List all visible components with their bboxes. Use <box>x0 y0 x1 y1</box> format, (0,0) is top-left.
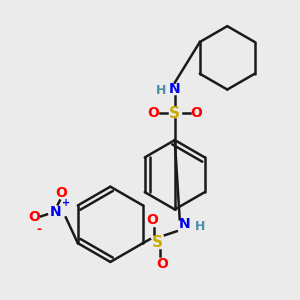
Text: S: S <box>152 235 162 250</box>
Text: +: + <box>62 197 70 208</box>
Text: O: O <box>190 106 202 120</box>
Text: S: S <box>169 106 180 121</box>
Text: H: H <box>156 84 166 97</box>
Text: O: O <box>146 213 158 227</box>
Text: N: N <box>169 82 181 96</box>
Text: N: N <box>50 206 62 219</box>
Text: O: O <box>156 257 168 271</box>
Text: N: N <box>179 217 190 231</box>
Text: H: H <box>195 220 206 233</box>
Text: O: O <box>28 210 40 224</box>
Text: -: - <box>37 223 42 236</box>
Text: O: O <box>55 186 67 200</box>
Text: O: O <box>147 106 159 120</box>
